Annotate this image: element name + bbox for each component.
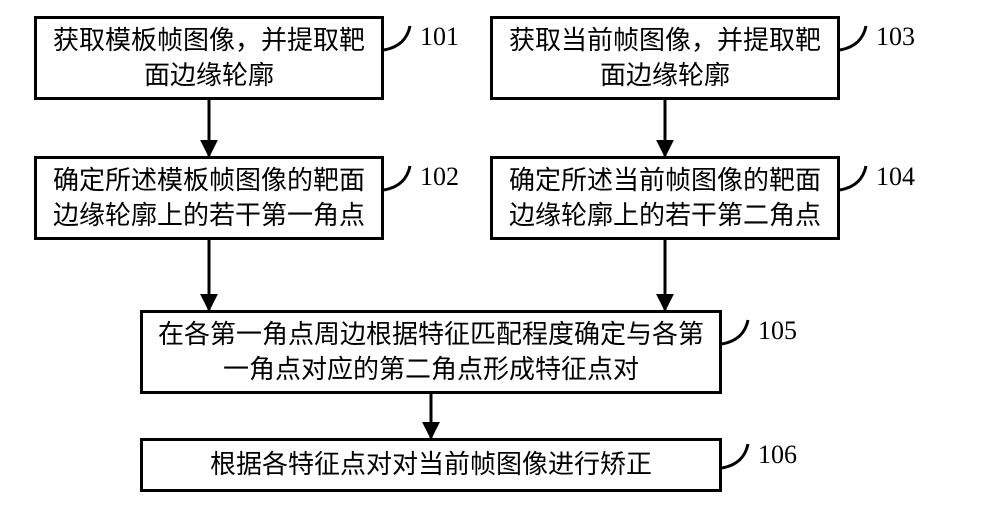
step-103: 获取当前帧图像，并提取靶面边缘轮廓: [490, 16, 840, 100]
step-105-text: 在各第一角点周边根据特征匹配程度确定与各第一角点对应的第二角点形成特征点对: [153, 317, 709, 387]
label-102: 102: [420, 162, 459, 192]
label-103: 103: [876, 22, 915, 52]
label-101: 101: [420, 22, 459, 52]
label-106: 106: [758, 440, 797, 470]
step-105: 在各第一角点周边根据特征匹配程度确定与各第一角点对应的第二角点形成特征点对: [140, 310, 722, 394]
step-104-text: 确定所述当前帧图像的靶面边缘轮廓上的若干第二角点: [503, 163, 827, 233]
step-101: 获取模板帧图像，并提取靶面边缘轮廓: [34, 16, 384, 100]
step-106-text: 根据各特征点对对当前帧图像进行矫正: [210, 447, 652, 482]
step-104: 确定所述当前帧图像的靶面边缘轮廓上的若干第二角点: [490, 156, 840, 240]
flowchart-canvas: 获取模板帧图像，并提取靶面边缘轮廓 确定所述模板帧图像的靶面边缘轮廓上的若干第一…: [0, 0, 1000, 522]
step-102: 确定所述模板帧图像的靶面边缘轮廓上的若干第一角点: [34, 156, 384, 240]
label-104: 104: [876, 162, 915, 192]
label-105: 105: [758, 316, 797, 346]
step-101-text: 获取模板帧图像，并提取靶面边缘轮廓: [47, 23, 371, 93]
step-102-text: 确定所述模板帧图像的靶面边缘轮廓上的若干第一角点: [47, 163, 371, 233]
step-106: 根据各特征点对对当前帧图像进行矫正: [140, 438, 722, 492]
step-103-text: 获取当前帧图像，并提取靶面边缘轮廓: [503, 23, 827, 93]
